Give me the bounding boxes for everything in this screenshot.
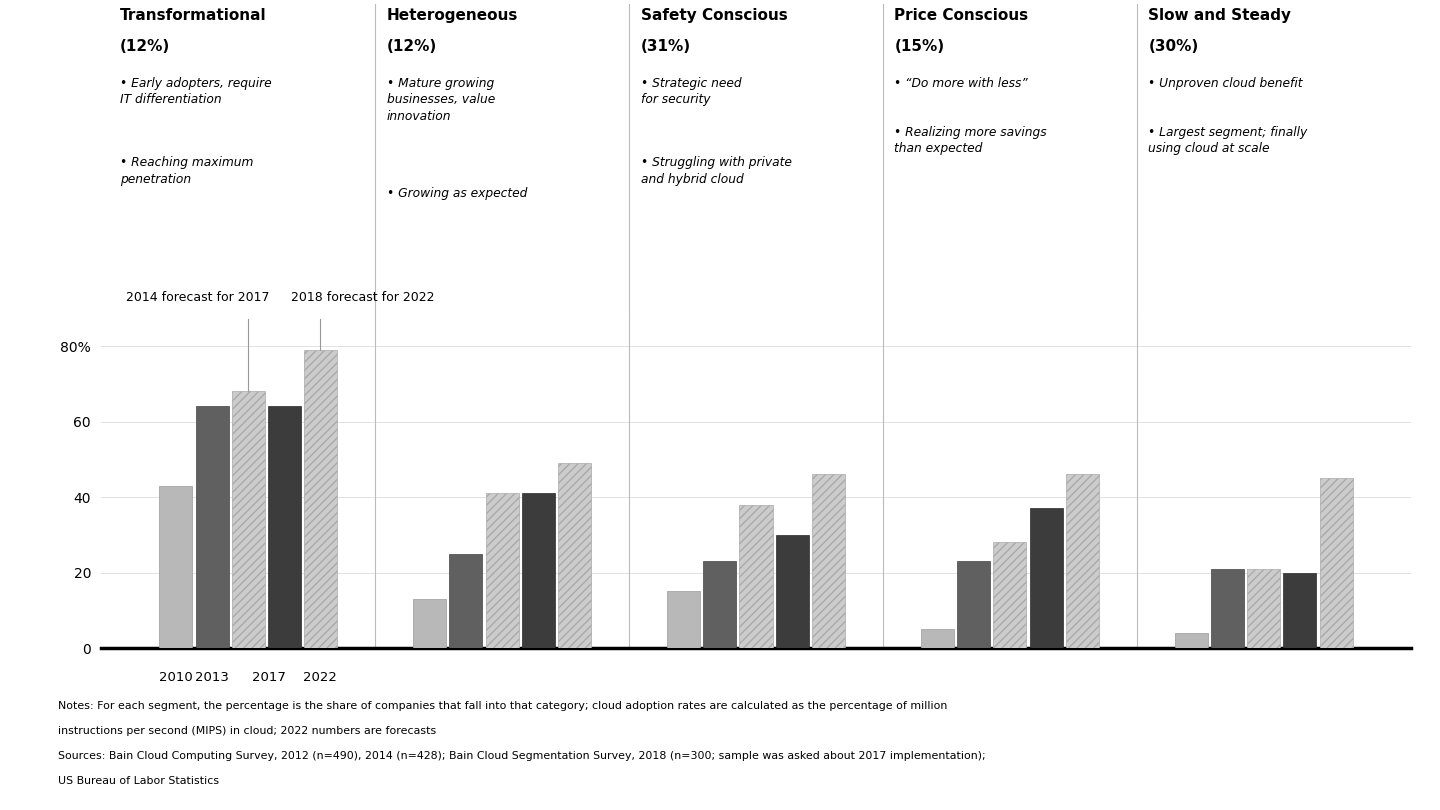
Text: (30%): (30%) (1149, 39, 1198, 54)
Text: 2014 forecast for 2017: 2014 forecast for 2017 (125, 291, 269, 304)
Bar (812, 475, 845, 648)
Bar (1175, 633, 1208, 648)
Text: (31%): (31%) (641, 39, 691, 54)
Bar (449, 554, 482, 648)
Text: • Reaching maximum
penetration: • Reaching maximum penetration (120, 156, 253, 185)
Text: Price Conscious: Price Conscious (894, 8, 1028, 23)
Text: Heterogeneous: Heterogeneous (386, 8, 518, 23)
Text: (15%): (15%) (894, 39, 945, 54)
Bar (667, 591, 700, 648)
Text: • Strategic need
for security: • Strategic need for security (641, 77, 742, 106)
Text: • Growing as expected: • Growing as expected (386, 187, 527, 200)
Text: • “Do more with less”: • “Do more with less” (894, 77, 1028, 90)
Text: (12%): (12%) (120, 39, 170, 54)
Bar (994, 543, 1027, 648)
Text: • Early adopters, require
IT differentiation: • Early adopters, require IT differentia… (120, 77, 272, 106)
Bar (958, 561, 991, 648)
Text: 2013: 2013 (194, 671, 229, 684)
Bar (521, 493, 554, 648)
Text: Transformational: Transformational (120, 8, 266, 23)
Bar (304, 350, 337, 648)
Bar (1030, 509, 1063, 648)
Text: • Unproven cloud benefit: • Unproven cloud benefit (1149, 77, 1303, 90)
Bar (196, 407, 229, 648)
Bar (1283, 573, 1316, 648)
Text: 2022: 2022 (304, 671, 337, 684)
Text: • Realizing more savings
than expected: • Realizing more savings than expected (894, 126, 1047, 155)
Bar (703, 561, 736, 648)
Text: US Bureau of Labor Statistics: US Bureau of Labor Statistics (58, 776, 219, 786)
Bar (776, 535, 809, 648)
Text: instructions per second (MIPS) in cloud; 2022 numbers are forecasts: instructions per second (MIPS) in cloud;… (58, 726, 436, 735)
Bar (1319, 478, 1352, 648)
Text: • Largest segment; finally
using cloud at scale: • Largest segment; finally using cloud a… (1149, 126, 1308, 155)
Bar (740, 505, 772, 648)
Bar (160, 486, 193, 648)
Text: Notes: For each segment, the percentage is the share of companies that fall into: Notes: For each segment, the percentage … (58, 701, 948, 710)
Bar (1066, 475, 1099, 648)
Text: 2017: 2017 (252, 671, 285, 684)
Bar (1211, 569, 1244, 648)
Bar (268, 407, 301, 648)
Text: Safety Conscious: Safety Conscious (641, 8, 788, 23)
Bar (485, 493, 518, 648)
Text: Sources: Bain Cloud Computing Survey, 2012 (n=490), 2014 (n=428); Bain Cloud Seg: Sources: Bain Cloud Computing Survey, 20… (58, 751, 985, 761)
Bar (1247, 569, 1280, 648)
Bar (413, 599, 446, 648)
Bar (922, 629, 955, 648)
Text: Slow and Steady: Slow and Steady (1149, 8, 1292, 23)
Text: 2018 forecast for 2022: 2018 forecast for 2022 (291, 291, 435, 304)
Text: • Mature growing
businesses, value
innovation: • Mature growing businesses, value innov… (386, 77, 495, 123)
Text: (12%): (12%) (386, 39, 436, 54)
Bar (557, 463, 590, 648)
Text: 2010: 2010 (158, 671, 193, 684)
Bar (232, 391, 265, 648)
Text: • Struggling with private
and hybrid cloud: • Struggling with private and hybrid clo… (641, 156, 792, 185)
